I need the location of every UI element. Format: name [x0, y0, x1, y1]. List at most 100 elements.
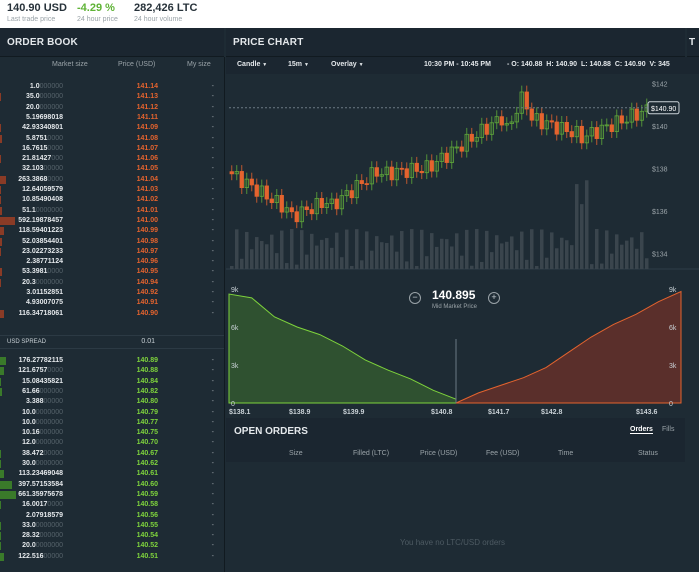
chart-type-select[interactable]: Candle ▼	[237, 61, 267, 68]
order-row[interactable]: 113.23469048 140.61 -	[0, 469, 224, 479]
candle-body	[349, 190, 354, 199]
order-row[interactable]: 23.02273233 140.97 -	[0, 247, 224, 257]
candlestick-chart[interactable]: $142$140$138$136$1348 AM10 AM12 PM2 PM4 …	[226, 74, 699, 290]
order-row[interactable]: 16.00170000 140.58 -	[0, 500, 224, 510]
candle-body	[619, 115, 624, 124]
depth-y-tick: 9k	[231, 287, 239, 294]
candle-body	[459, 146, 464, 152]
order-row[interactable]: 4.93007075 140.91 -	[0, 298, 224, 308]
candle-body	[389, 166, 394, 181]
order-row[interactable]: 397.57153584 140.60 -	[0, 480, 224, 490]
y-tick-label: $138	[652, 167, 668, 174]
price-level: 141.04	[136, 175, 158, 183]
market-size: 32.10300000	[22, 164, 63, 174]
order-row[interactable]: 121.67570000 140.88 -	[0, 366, 224, 376]
candle-body	[404, 168, 409, 178]
order-row[interactable]: 33.00000000 140.55 -	[0, 521, 224, 531]
volume-bar	[625, 240, 629, 269]
my-size: -	[211, 268, 214, 276]
order-row[interactable]: 118.59401223 140.99 -	[0, 226, 224, 236]
size-padding: 0000000	[35, 439, 63, 447]
order-row[interactable]: 20.00000000 140.52 -	[0, 541, 224, 551]
order-row[interactable]: 12.00000000 140.70 -	[0, 438, 224, 448]
volume-bar	[375, 236, 379, 269]
volume-bar	[505, 241, 509, 269]
order-row[interactable]: 12.64059579 141.03 -	[0, 185, 224, 195]
order-row[interactable]: 661.35975678 140.59 -	[0, 490, 224, 500]
price-level: 140.58	[136, 501, 158, 509]
ohlc-low: 140.88	[589, 61, 611, 68]
size-bar	[0, 134, 2, 143]
candle-body	[449, 146, 454, 163]
candle-body	[354, 180, 359, 199]
candle-body	[309, 209, 314, 215]
volume-bar	[350, 266, 354, 269]
order-row[interactable]: 2.07918579 140.56 -	[0, 511, 224, 521]
order-row[interactable]: 122.51600000 140.51 -	[0, 552, 224, 562]
size-bar	[0, 268, 2, 277]
order-row[interactable]: 28.32000000 140.54 -	[0, 531, 224, 541]
size-bar	[0, 552, 4, 561]
volume-bar	[560, 237, 564, 269]
order-row[interactable]: 116.34718061 140.90 -	[0, 309, 224, 319]
order-row[interactable]: 5.19698018 141.11 -	[0, 113, 224, 123]
order-row[interactable]: 32.10300000 141.05 -	[0, 164, 224, 174]
order-row[interactable]: 10.00000000 140.79 -	[0, 408, 224, 418]
price-level: 140.67	[136, 449, 158, 457]
order-row[interactable]: 42.93340801 141.09 -	[0, 123, 224, 133]
my-size: -	[211, 490, 214, 498]
my-size: -	[211, 227, 214, 235]
order-row[interactable]: 592.19878457 141.00 -	[0, 216, 224, 226]
order-row[interactable]: 176.27782115 140.89 -	[0, 356, 224, 366]
order-row[interactable]: 30.00000000 140.62 -	[0, 459, 224, 469]
interval-value: 15m	[288, 61, 303, 68]
order-row[interactable]: 21.81427000 141.06 -	[0, 154, 224, 164]
zoom-out-icon[interactable]: −	[409, 292, 421, 304]
order-row[interactable]: 15.08435821 140.84 -	[0, 377, 224, 387]
zoom-in-icon[interactable]: +	[488, 292, 500, 304]
order-row[interactable]: 53.39810000 140.95 -	[0, 267, 224, 277]
order-row[interactable]: 10.00000000 140.77 -	[0, 418, 224, 428]
order-row[interactable]: 263.38680000 141.04 -	[0, 175, 224, 185]
price-change-stat: -4.29 % 24 hour price	[77, 2, 118, 23]
candle-body	[284, 207, 289, 213]
price-level: 140.55	[136, 521, 158, 529]
interval-select[interactable]: 15m ▼	[288, 61, 309, 68]
candle-body	[399, 167, 404, 170]
price-level: 140.62	[136, 460, 158, 467]
size-value: 10.16	[22, 429, 40, 437]
my-size: -	[211, 511, 214, 519]
order-row[interactable]: 35.0000000 141.13 -	[0, 92, 224, 102]
size-bar	[0, 501, 1, 510]
size-value: 35.0	[26, 93, 40, 101]
candle-body	[439, 152, 444, 162]
volume-bar	[495, 235, 499, 269]
order-row[interactable]: 10.85490408 141.02 -	[0, 195, 224, 205]
candle-body	[384, 166, 389, 176]
order-row[interactable]: 3.01152851 140.92 -	[0, 288, 224, 298]
order-row[interactable]: 38.47200000 140.67 -	[0, 449, 224, 459]
order-row[interactable]: 10.16000000 140.75 -	[0, 428, 224, 438]
tab-fills[interactable]: Fills	[662, 426, 675, 433]
size-value: 33.0	[22, 521, 36, 529]
order-row[interactable]: 1.0000000 141.14 -	[0, 82, 224, 92]
volume-bar	[280, 230, 284, 269]
overlay-select[interactable]: Overlay ▼	[331, 61, 364, 68]
market-size: 38.47200000	[22, 449, 63, 459]
order-row[interactable]: 5.87510000 141.08 -	[0, 134, 224, 144]
order-row[interactable]: 16.76150000 141.07 -	[0, 144, 224, 154]
size-bar	[0, 237, 2, 246]
tab-orders[interactable]: Orders	[630, 426, 653, 434]
size-padding: 000000	[39, 103, 63, 111]
order-row[interactable]: 52.03854401 140.98 -	[0, 237, 224, 247]
market-size: 592.19878457	[18, 216, 63, 226]
order-row[interactable]: 2.38771124 140.96 -	[0, 257, 224, 267]
candle-body	[279, 195, 284, 213]
order-row[interactable]: 51.10000000 141.01 -	[0, 206, 224, 216]
order-row[interactable]: 20.0000000 141.12 -	[0, 103, 224, 113]
order-row[interactable]: 3.38800000 140.80 -	[0, 397, 224, 407]
order-row[interactable]: 61.66000000 140.82 -	[0, 387, 224, 397]
size-bar	[0, 93, 1, 102]
order-row[interactable]: 20.30000000 140.94 -	[0, 278, 224, 288]
